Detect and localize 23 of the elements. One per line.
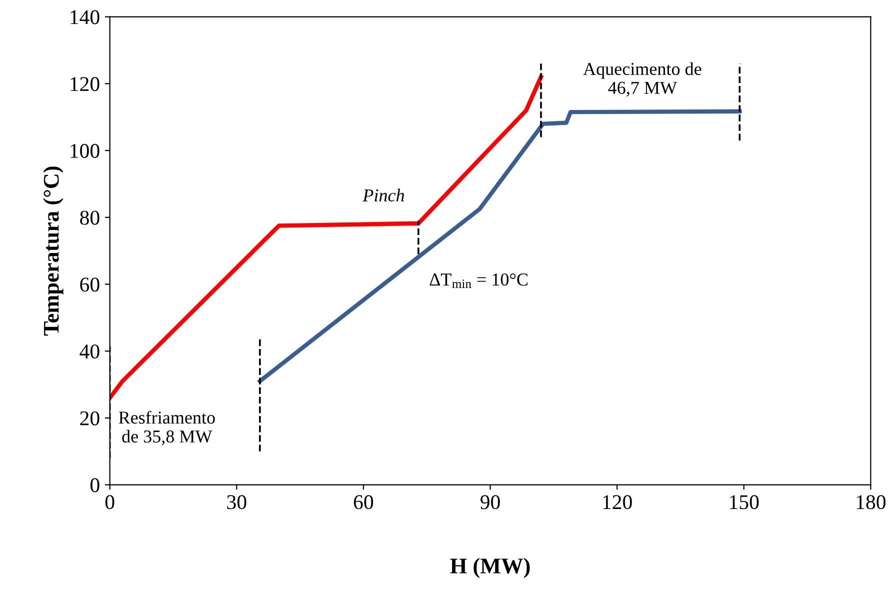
x-tick-label: 150 (730, 495, 759, 510)
y-tick-label: 20 (80, 411, 100, 426)
y-tick-label: 100 (70, 144, 100, 158)
x-tick-label: 90 (480, 495, 500, 510)
line-series (110, 74, 544, 400)
x-tick-label: 180 (856, 495, 886, 510)
y-tick-label: 40 (80, 344, 100, 359)
y-tick-label: 120 (70, 77, 100, 92)
annotation: ΔT$_{min}$ = 10°C (430, 273, 528, 288)
x-tick-label: 60 (354, 495, 374, 510)
annotation: Resfriamento de 35,8 MW (118, 410, 215, 446)
x-tick-label: 0 (105, 495, 114, 510)
y-axis-title: Temperatura (°C) (43, 166, 64, 336)
line-series (258, 109, 742, 384)
y-tick-label: 140 (70, 10, 100, 24)
x-axis-title: H (MW) (450, 558, 530, 578)
annotation: Aquecimento de 46,7 MW (583, 62, 702, 97)
annotation: Pinch (362, 188, 404, 202)
y-tick-label: 0 (90, 478, 100, 492)
y-tick-label: 60 (80, 278, 100, 292)
y-tick-label: 80 (80, 210, 100, 225)
x-tick-label: 30 (227, 495, 246, 510)
x-tick-label: 120 (603, 495, 632, 510)
